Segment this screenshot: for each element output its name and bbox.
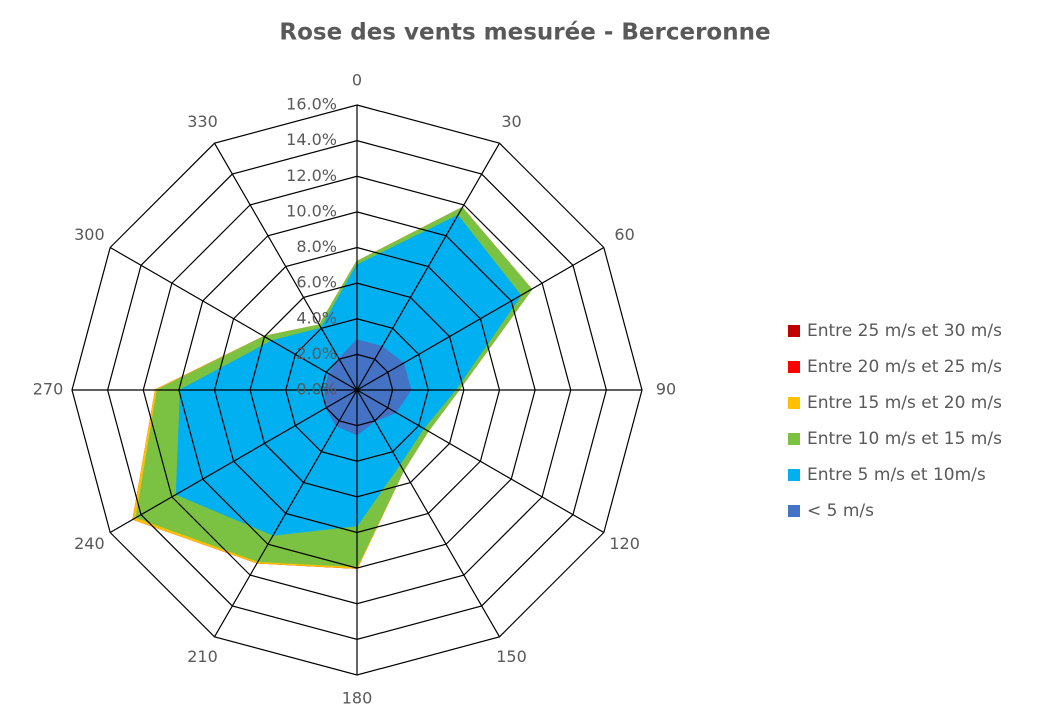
category-label: 210	[187, 647, 218, 666]
category-label: 270	[33, 380, 64, 399]
legend-label: Entre 15 m/s et 20 m/s	[807, 393, 1002, 413]
spoke	[356, 142, 501, 391]
category-label: 120	[609, 534, 640, 553]
legend-swatch	[788, 505, 800, 517]
legend-swatch	[788, 469, 800, 481]
legend-swatch	[788, 433, 800, 445]
legend-label: Entre 25 m/s et 30 m/s	[807, 321, 1002, 341]
spoke	[356, 389, 605, 534]
category-label: 300	[74, 225, 105, 244]
legend-swatch	[788, 397, 800, 409]
legend-label: Entre 10 m/s et 15 m/s	[807, 429, 1002, 449]
spoke	[109, 389, 358, 534]
category-label: 150	[496, 647, 527, 666]
category-label: 0	[352, 71, 362, 90]
category-label: 330	[187, 112, 218, 131]
spoke	[356, 246, 605, 391]
y-tick-label: 2.0%	[296, 344, 337, 363]
legend-label: Entre 20 m/s et 25 m/s	[807, 357, 1002, 377]
y-tick-label: 4.0%	[296, 308, 337, 327]
spoke	[213, 142, 358, 391]
y-tick-label: 8.0%	[296, 237, 337, 256]
y-tick-label: 6.0%	[296, 273, 337, 292]
legend-swatch	[788, 361, 800, 373]
legend-swatch	[788, 325, 800, 337]
spoke	[356, 389, 501, 638]
chart-title: Rose des vents mesurée - Berceronne	[279, 20, 770, 46]
category-label: 90	[656, 380, 676, 399]
legend-label: Entre 5 m/s et 10m/s	[807, 465, 986, 485]
category-label: 30	[501, 112, 521, 131]
y-tick-label: 12.0%	[286, 166, 337, 185]
y-tick-label: 16.0%	[286, 95, 337, 114]
category-label: 180	[342, 689, 373, 708]
legend-label: < 5 m/s	[807, 501, 874, 521]
y-tick-label: 10.0%	[286, 201, 337, 220]
y-tick-label: 14.0%	[286, 130, 337, 149]
category-label: 240	[74, 534, 105, 553]
spoke	[213, 389, 358, 638]
spoke	[109, 246, 358, 391]
category-label: 60	[614, 225, 634, 244]
y-tick-label: 0.0%	[296, 380, 337, 399]
